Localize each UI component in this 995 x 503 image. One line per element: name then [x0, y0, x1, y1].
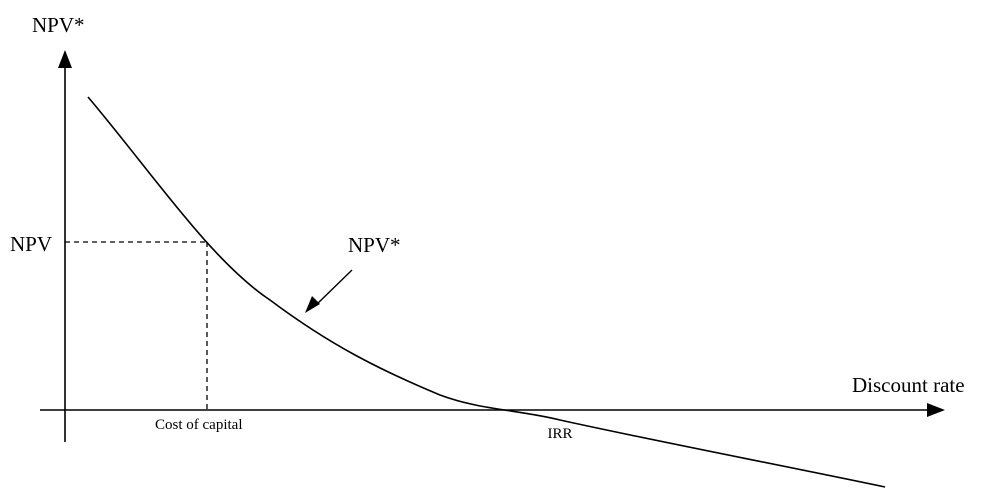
y-axis-label: NPV*: [32, 13, 85, 37]
y-axis-arrowhead: [58, 50, 72, 68]
curve-pointer-arrow: [314, 269, 353, 307]
irr-label: IRR: [547, 426, 572, 442]
x-axis-label: Discount rate: [852, 373, 965, 397]
x-axis-arrowhead: [927, 403, 945, 417]
npv-value-label: NPV: [10, 232, 52, 256]
npv-curve: [87, 96, 886, 488]
curve-label: NPV*: [348, 233, 401, 257]
cost-of-capital-label: Cost of capital: [155, 417, 242, 433]
curve-pointer-arrowhead: [305, 296, 320, 313]
